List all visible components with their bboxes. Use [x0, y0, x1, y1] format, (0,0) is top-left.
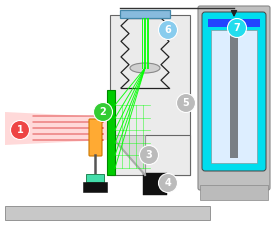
FancyBboxPatch shape: [202, 12, 266, 171]
Circle shape: [177, 94, 195, 112]
Bar: [83, 182, 107, 192]
Text: 6: 6: [165, 25, 171, 35]
Bar: [145, 135, 190, 175]
Ellipse shape: [130, 63, 160, 73]
Text: 3: 3: [146, 150, 152, 160]
Polygon shape: [5, 112, 107, 145]
FancyBboxPatch shape: [198, 6, 270, 190]
Bar: [120, 10, 170, 18]
Circle shape: [93, 103, 112, 122]
Bar: [143, 173, 167, 195]
Circle shape: [10, 121, 29, 140]
Text: 2: 2: [100, 107, 106, 117]
Circle shape: [227, 18, 247, 38]
Circle shape: [140, 146, 159, 164]
Bar: [230, 35, 238, 158]
Polygon shape: [110, 135, 145, 175]
Text: 7: 7: [234, 23, 240, 33]
Circle shape: [159, 20, 177, 40]
Bar: [208, 19, 260, 27]
Bar: [5, 206, 210, 220]
Bar: [86, 174, 104, 182]
Bar: [107, 90, 115, 175]
Text: 1: 1: [17, 125, 23, 135]
Bar: [110, 15, 190, 175]
Bar: [211, 30, 257, 163]
Text: 4: 4: [165, 178, 171, 188]
Text: 5: 5: [183, 98, 189, 108]
Circle shape: [159, 173, 177, 193]
FancyBboxPatch shape: [89, 119, 102, 156]
Bar: [200, 185, 268, 200]
